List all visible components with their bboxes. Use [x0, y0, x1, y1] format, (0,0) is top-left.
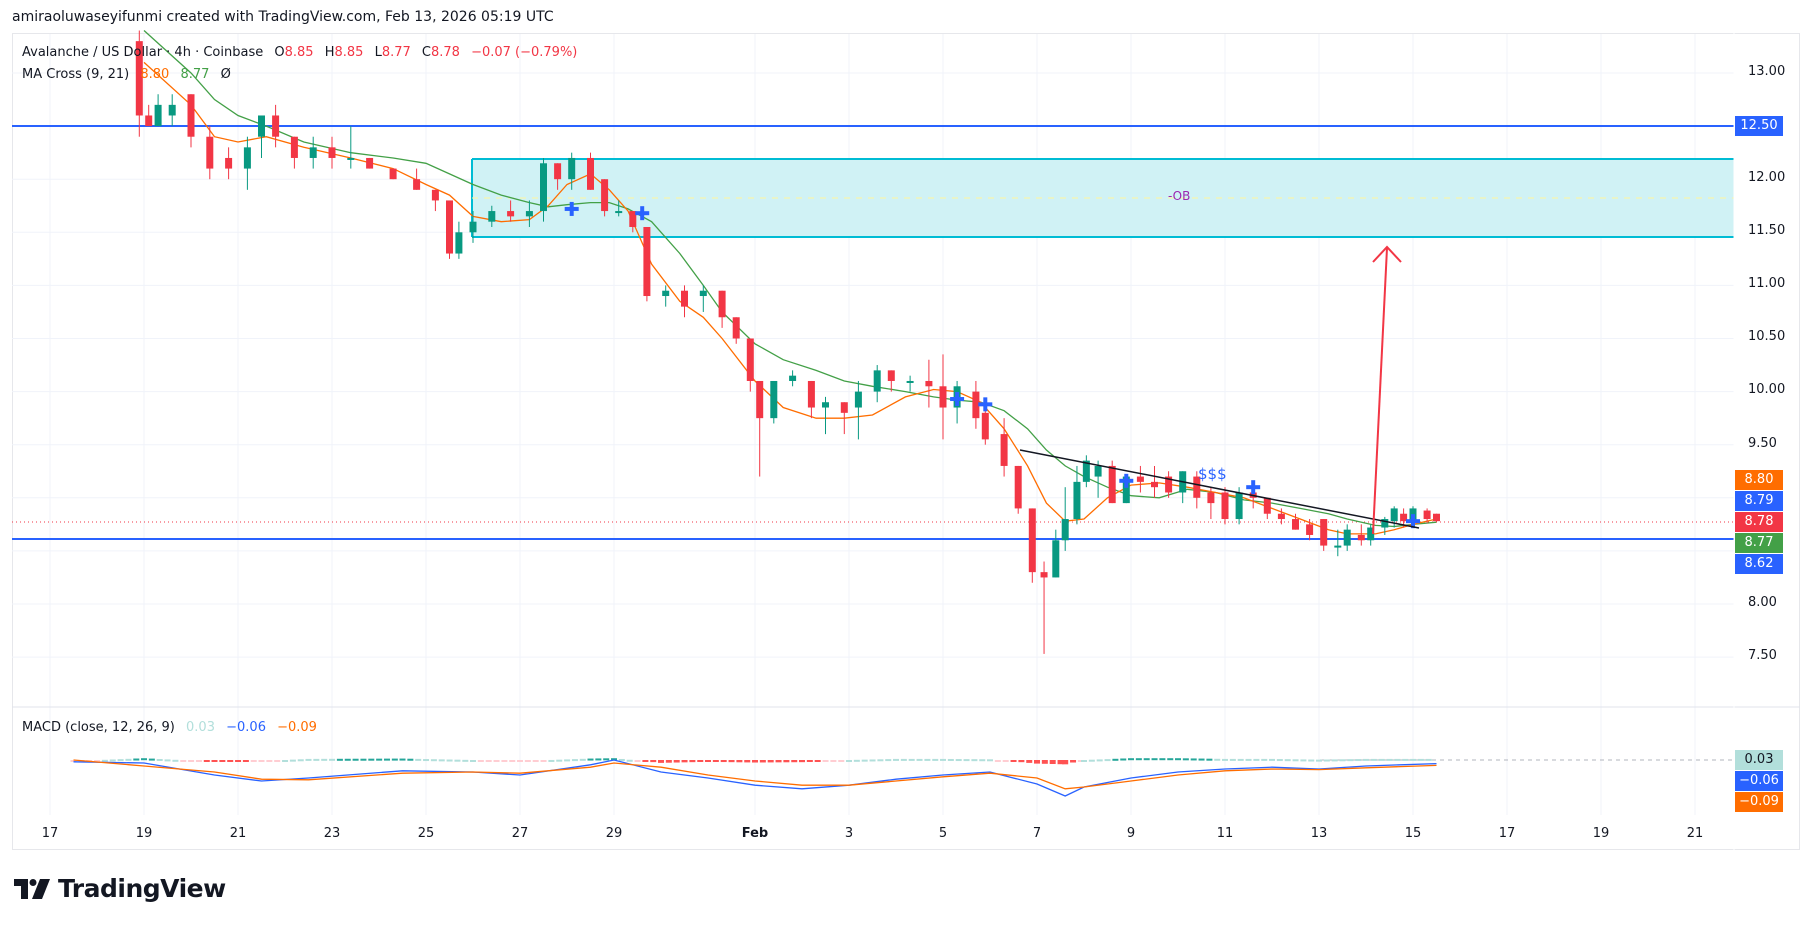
time-tick: 25 — [417, 826, 435, 841]
macd-hist-badge: 0.03 — [1735, 750, 1783, 770]
time-tick: 17 — [1498, 826, 1516, 841]
time-tick: 15 — [1404, 826, 1422, 841]
grid-lines — [12, 34, 1734, 815]
descending-trendline[interactable] — [1019, 449, 1420, 529]
time-tick: 27 — [511, 826, 529, 841]
high-value: 8.85 — [334, 45, 364, 60]
symbol-title: Avalanche / US Dollar · 4h · Coinbase — [22, 45, 264, 60]
open-label: O — [274, 45, 285, 60]
time-tick: 29 — [605, 826, 623, 841]
price-tick: 8.00 — [1748, 595, 1777, 610]
ma-cross-lines — [143, 30, 1437, 535]
ma-extra-icon: Ø — [220, 67, 231, 82]
price-tick: 7.50 — [1748, 648, 1777, 663]
low-label: L — [374, 45, 382, 60]
macd-indicator — [70, 758, 1437, 797]
time-tick: 5 — [938, 826, 948, 841]
time-tick: 9 — [1126, 826, 1136, 841]
price-tick: 11.00 — [1748, 276, 1786, 291]
price-tick: 9.50 — [1748, 436, 1777, 451]
liquidity-label: $$$ — [1198, 465, 1227, 483]
trendline-price-badge: 8.79 — [1735, 491, 1783, 511]
close-label: C — [421, 45, 431, 60]
time-tick: 3 — [844, 826, 854, 841]
time-tick: 19 — [1592, 826, 1610, 841]
time-tick: 21 — [229, 826, 247, 841]
time-tick-month: Feb — [741, 826, 769, 841]
time-tick: 21 — [1686, 826, 1704, 841]
order-block-zone[interactable] — [471, 158, 1734, 238]
symbol-legend[interactable]: Avalanche / US Dollar · 4h · Coinbase O8… — [22, 45, 577, 60]
ma-cross-markers — [564, 201, 1420, 529]
ma-slow-price-badge: 8.77 — [1735, 533, 1783, 553]
macd-hist-value: 0.03 — [186, 720, 215, 735]
time-tick: 17 — [41, 826, 59, 841]
tradingview-logo-text: TradingView — [58, 874, 226, 903]
macd-title: MACD (close, 12, 26, 9) — [22, 720, 175, 735]
resistance-price-badge: 12.50 — [1735, 116, 1783, 136]
ma-title: MA Cross (9, 21) — [22, 67, 130, 82]
macd-line-badge: −0.06 — [1735, 771, 1783, 791]
ma-fast-value: 8.80 — [140, 67, 170, 82]
order-block-label: -OB — [1168, 189, 1191, 203]
ma-cross-legend[interactable]: MA Cross (9, 21) 8.80 8.77 Ø — [22, 67, 231, 82]
support-price-badge: 8.62 — [1735, 554, 1783, 574]
price-tick: 12.00 — [1748, 170, 1786, 185]
time-tick: 13 — [1310, 826, 1328, 841]
ma-slow-value: 8.77 — [180, 67, 210, 82]
last-price-badge: 8.78 — [1735, 512, 1783, 532]
candlesticks — [135, 30, 1440, 654]
macd-signal-value: −0.09 — [277, 720, 317, 735]
high-label: H — [324, 45, 335, 60]
macd-legend[interactable]: MACD (close, 12, 26, 9) 0.03 −0.06 −0.09 — [22, 720, 317, 735]
open-value: 8.85 — [284, 45, 314, 60]
time-tick: 7 — [1032, 826, 1042, 841]
price-tick: 10.00 — [1748, 382, 1786, 397]
tradingview-logo[interactable]: TradingView — [14, 874, 226, 903]
macd-signal-badge: −0.09 — [1735, 792, 1783, 812]
tradingview-logo-icon — [14, 878, 50, 899]
close-value: 8.78 — [430, 45, 460, 60]
time-tick: 11 — [1216, 826, 1234, 841]
low-value: 8.77 — [381, 45, 411, 60]
change-value: −0.07 (−0.79%) — [471, 45, 578, 60]
price-tick: 13.00 — [1748, 64, 1786, 79]
time-tick: 23 — [323, 826, 341, 841]
price-tick: 11.50 — [1748, 223, 1786, 238]
bullish-arrow-icon[interactable] — [1372, 245, 1402, 535]
price-tick: 10.50 — [1748, 329, 1786, 344]
ma-fast-price-badge: 8.80 — [1735, 470, 1783, 490]
credit-text: amiraoluwaseyifunmi created with Trading… — [12, 9, 554, 25]
macd-line-value: −0.06 — [226, 720, 266, 735]
chart-frame — [12, 33, 1800, 850]
time-tick: 19 — [135, 826, 153, 841]
